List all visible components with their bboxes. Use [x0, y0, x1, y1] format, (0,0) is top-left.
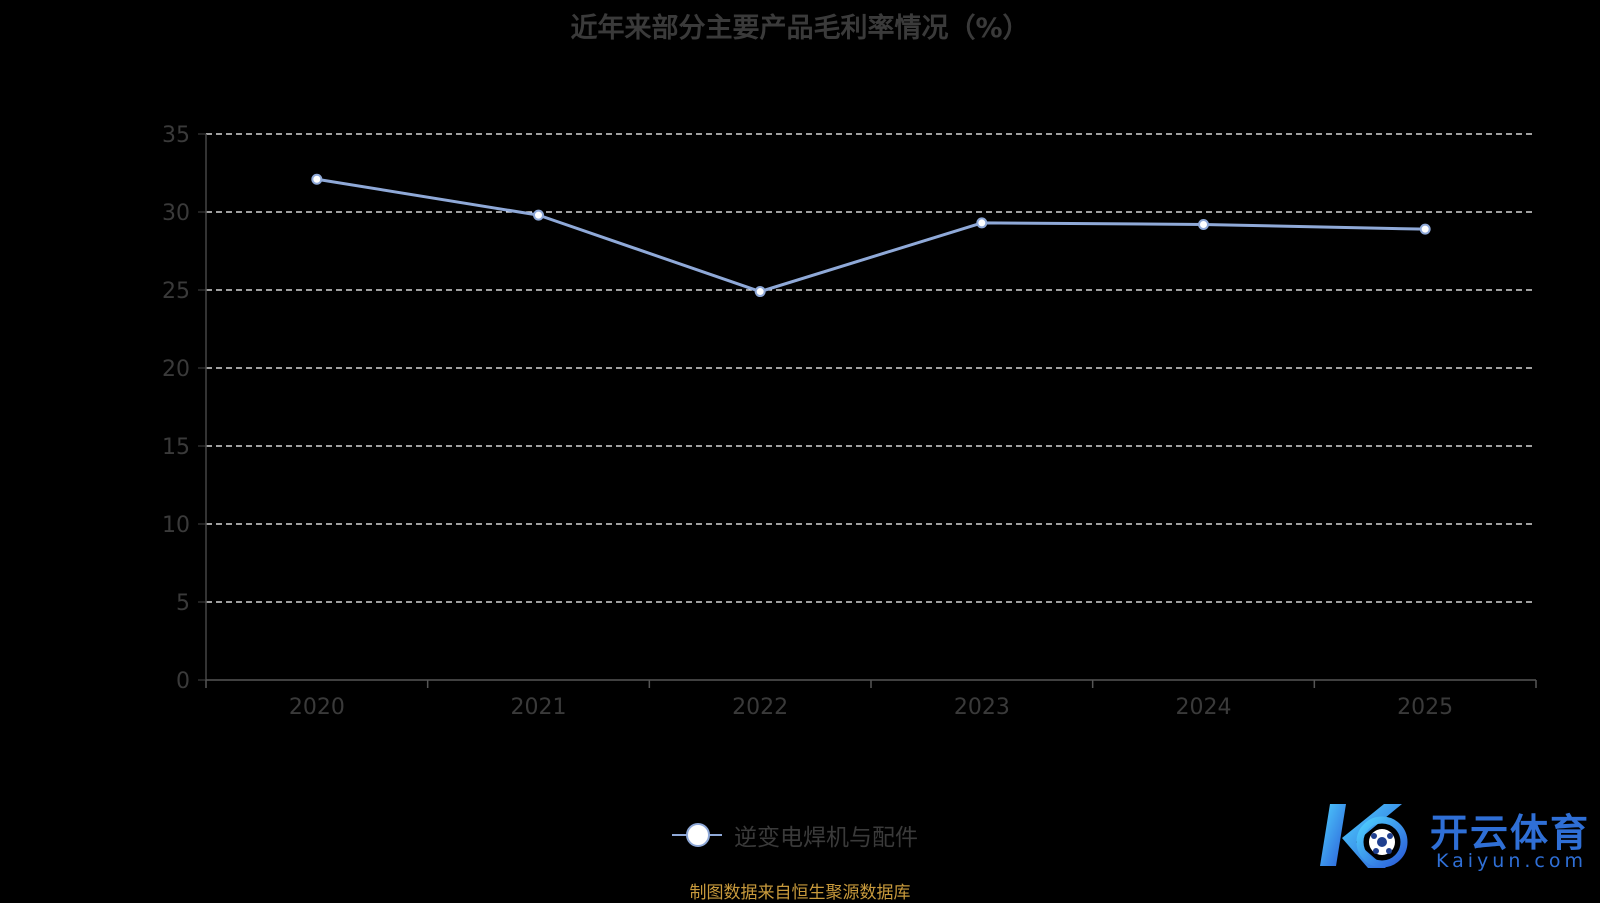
- series-line: [316, 177, 1426, 294]
- data-point[interactable]: [754, 286, 766, 298]
- x-tick-label: 2023: [954, 695, 1010, 720]
- data-point[interactable]: [311, 173, 323, 185]
- data-point[interactable]: [1198, 218, 1209, 230]
- x-tick-label: 2022: [732, 695, 788, 720]
- y-tick-label: 35: [162, 123, 190, 148]
- source-note: 制图数据来自恒生聚源数据库: [689, 883, 911, 903]
- y-tick-label: 10: [162, 513, 190, 538]
- x-tick-label: 2025: [1397, 695, 1453, 720]
- y-tick-label: 20: [162, 357, 190, 382]
- y-tick-label: 15: [162, 435, 190, 460]
- chart-title: 近年来部分主要产品毛利率情况（%）: [570, 13, 1030, 44]
- x-tick-label: 2020: [289, 695, 345, 720]
- y-tick-label: 0: [176, 669, 190, 694]
- logo-text-en: Kaiyun.com: [1436, 850, 1587, 872]
- logo-text-cn: 开云体育: [1430, 811, 1591, 855]
- legend[interactable]: 逆变电焊机与配件: [672, 820, 918, 851]
- data-point[interactable]: [1419, 223, 1431, 235]
- kaiyun-logo-icon: [1320, 804, 1408, 868]
- legend-marker: [672, 820, 722, 850]
- series-layer: [311, 173, 1431, 298]
- legend-label: 逆变电焊机与配件: [734, 825, 918, 851]
- data-point[interactable]: [533, 209, 544, 221]
- y-tick-label: 5: [176, 591, 190, 616]
- y-tick-label: 25: [162, 279, 190, 304]
- x-tick-label: 2024: [1176, 695, 1232, 720]
- x-tick-label: 2021: [511, 695, 567, 720]
- data-point[interactable]: [976, 217, 988, 229]
- y-tick-label: 30: [162, 201, 190, 226]
- kaiyun-logo: 开云体育 Kaiyun.com: [1312, 796, 1592, 886]
- grid-lines: [206, 133, 1536, 603]
